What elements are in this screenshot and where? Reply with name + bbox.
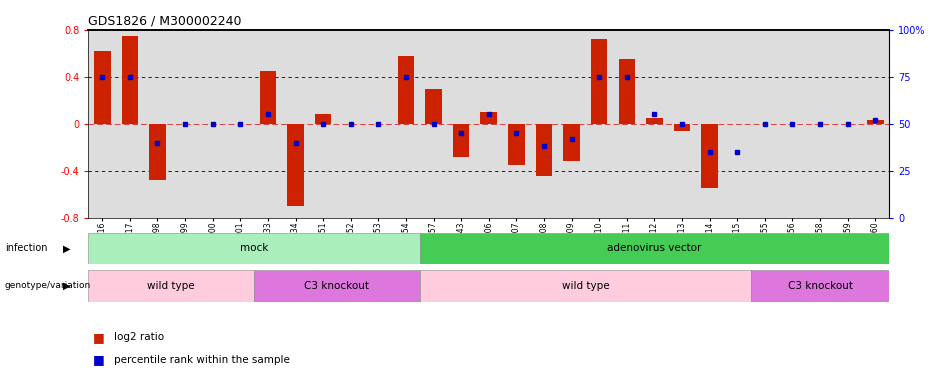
Bar <box>254 270 420 302</box>
Text: C3 knockout: C3 knockout <box>788 281 853 291</box>
Text: ■: ■ <box>93 331 105 344</box>
Bar <box>452 124 469 157</box>
Bar <box>751 270 889 302</box>
Bar <box>420 232 889 264</box>
Text: wild type: wild type <box>561 281 609 291</box>
Text: wild type: wild type <box>147 281 196 291</box>
Bar <box>88 232 420 264</box>
Text: adenovirus vector: adenovirus vector <box>607 243 702 254</box>
Text: mock: mock <box>240 243 268 254</box>
Text: genotype/variation: genotype/variation <box>5 281 91 290</box>
Bar <box>563 124 580 161</box>
Bar <box>535 124 552 177</box>
Text: log2 ratio: log2 ratio <box>114 333 164 342</box>
Bar <box>94 51 111 124</box>
Text: ▶: ▶ <box>63 243 71 254</box>
Bar <box>260 71 277 124</box>
Bar <box>88 270 254 302</box>
Bar <box>398 56 414 124</box>
Text: percentile rank within the sample: percentile rank within the sample <box>114 355 290 365</box>
Bar <box>149 124 166 180</box>
Bar <box>288 124 304 206</box>
Bar <box>591 39 608 124</box>
Bar <box>315 114 331 124</box>
Bar <box>425 88 442 124</box>
Bar <box>480 112 497 124</box>
Text: ▶: ▶ <box>63 281 71 291</box>
Text: infection: infection <box>5 243 47 254</box>
Bar <box>122 36 138 124</box>
Bar <box>508 124 525 165</box>
Bar <box>701 124 718 188</box>
Text: C3 knockout: C3 knockout <box>304 281 370 291</box>
Bar <box>420 270 751 302</box>
Text: GDS1826 / M300002240: GDS1826 / M300002240 <box>88 15 242 27</box>
Bar <box>867 120 884 124</box>
Bar <box>618 59 635 124</box>
Bar <box>674 124 690 131</box>
Text: ■: ■ <box>93 354 105 366</box>
Bar <box>646 118 663 124</box>
